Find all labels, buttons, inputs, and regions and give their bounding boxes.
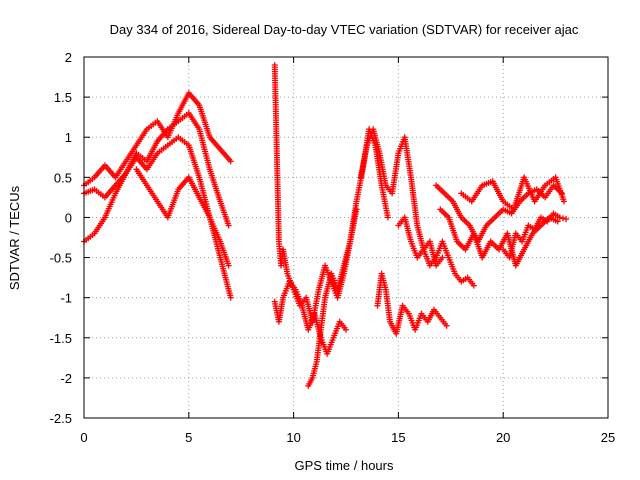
data-point: [470, 282, 477, 289]
x-tick-label: 20: [496, 430, 510, 445]
data-point: [560, 198, 567, 205]
data-point: [443, 322, 450, 329]
data-points: [81, 62, 570, 389]
data-point: [556, 214, 563, 221]
y-axis-label: SDTVAR / TECUs: [7, 185, 22, 290]
data-point: [384, 214, 391, 221]
y-tick-label: 1: [65, 130, 72, 145]
data-point-interp: [559, 215, 566, 222]
y-tick-label: -1: [60, 291, 72, 306]
y-tick-label: 1.5: [54, 90, 72, 105]
data-point: [563, 216, 570, 223]
data-point: [439, 254, 446, 261]
x-tick-label: 10: [286, 430, 300, 445]
x-tick-label: 15: [391, 430, 405, 445]
y-tick-label: 0.5: [54, 170, 72, 185]
y-tick-label: 0: [65, 210, 72, 225]
x-tick-label: 5: [185, 430, 192, 445]
plot-frame: [83, 56, 609, 419]
data-point: [227, 294, 234, 301]
y-tick-label: -2.5: [50, 411, 72, 426]
data-point: [554, 218, 561, 225]
data-point: [225, 222, 232, 229]
data-point: [227, 158, 234, 165]
x-tick-label: 0: [80, 430, 87, 445]
y-tick-label: -0.5: [50, 251, 72, 266]
chart-title: Day 334 of 2016, Sidereal Day-to-day VTE…: [110, 22, 579, 37]
data-point: [225, 262, 232, 269]
y-tick-label: -1.5: [50, 331, 72, 346]
x-axis-label: GPS time / hours: [295, 458, 394, 473]
x-tick-label: 25: [601, 430, 615, 445]
y-tick-label: 2: [65, 50, 72, 65]
data-point: [343, 326, 349, 333]
axis-tick-labels: 0 5 10 15 20 25 -2.5 -2 -1.5 -1 -0.5 0 0.5 1 1.5 2: [50, 50, 616, 445]
y-tick-label: -2: [60, 371, 72, 386]
